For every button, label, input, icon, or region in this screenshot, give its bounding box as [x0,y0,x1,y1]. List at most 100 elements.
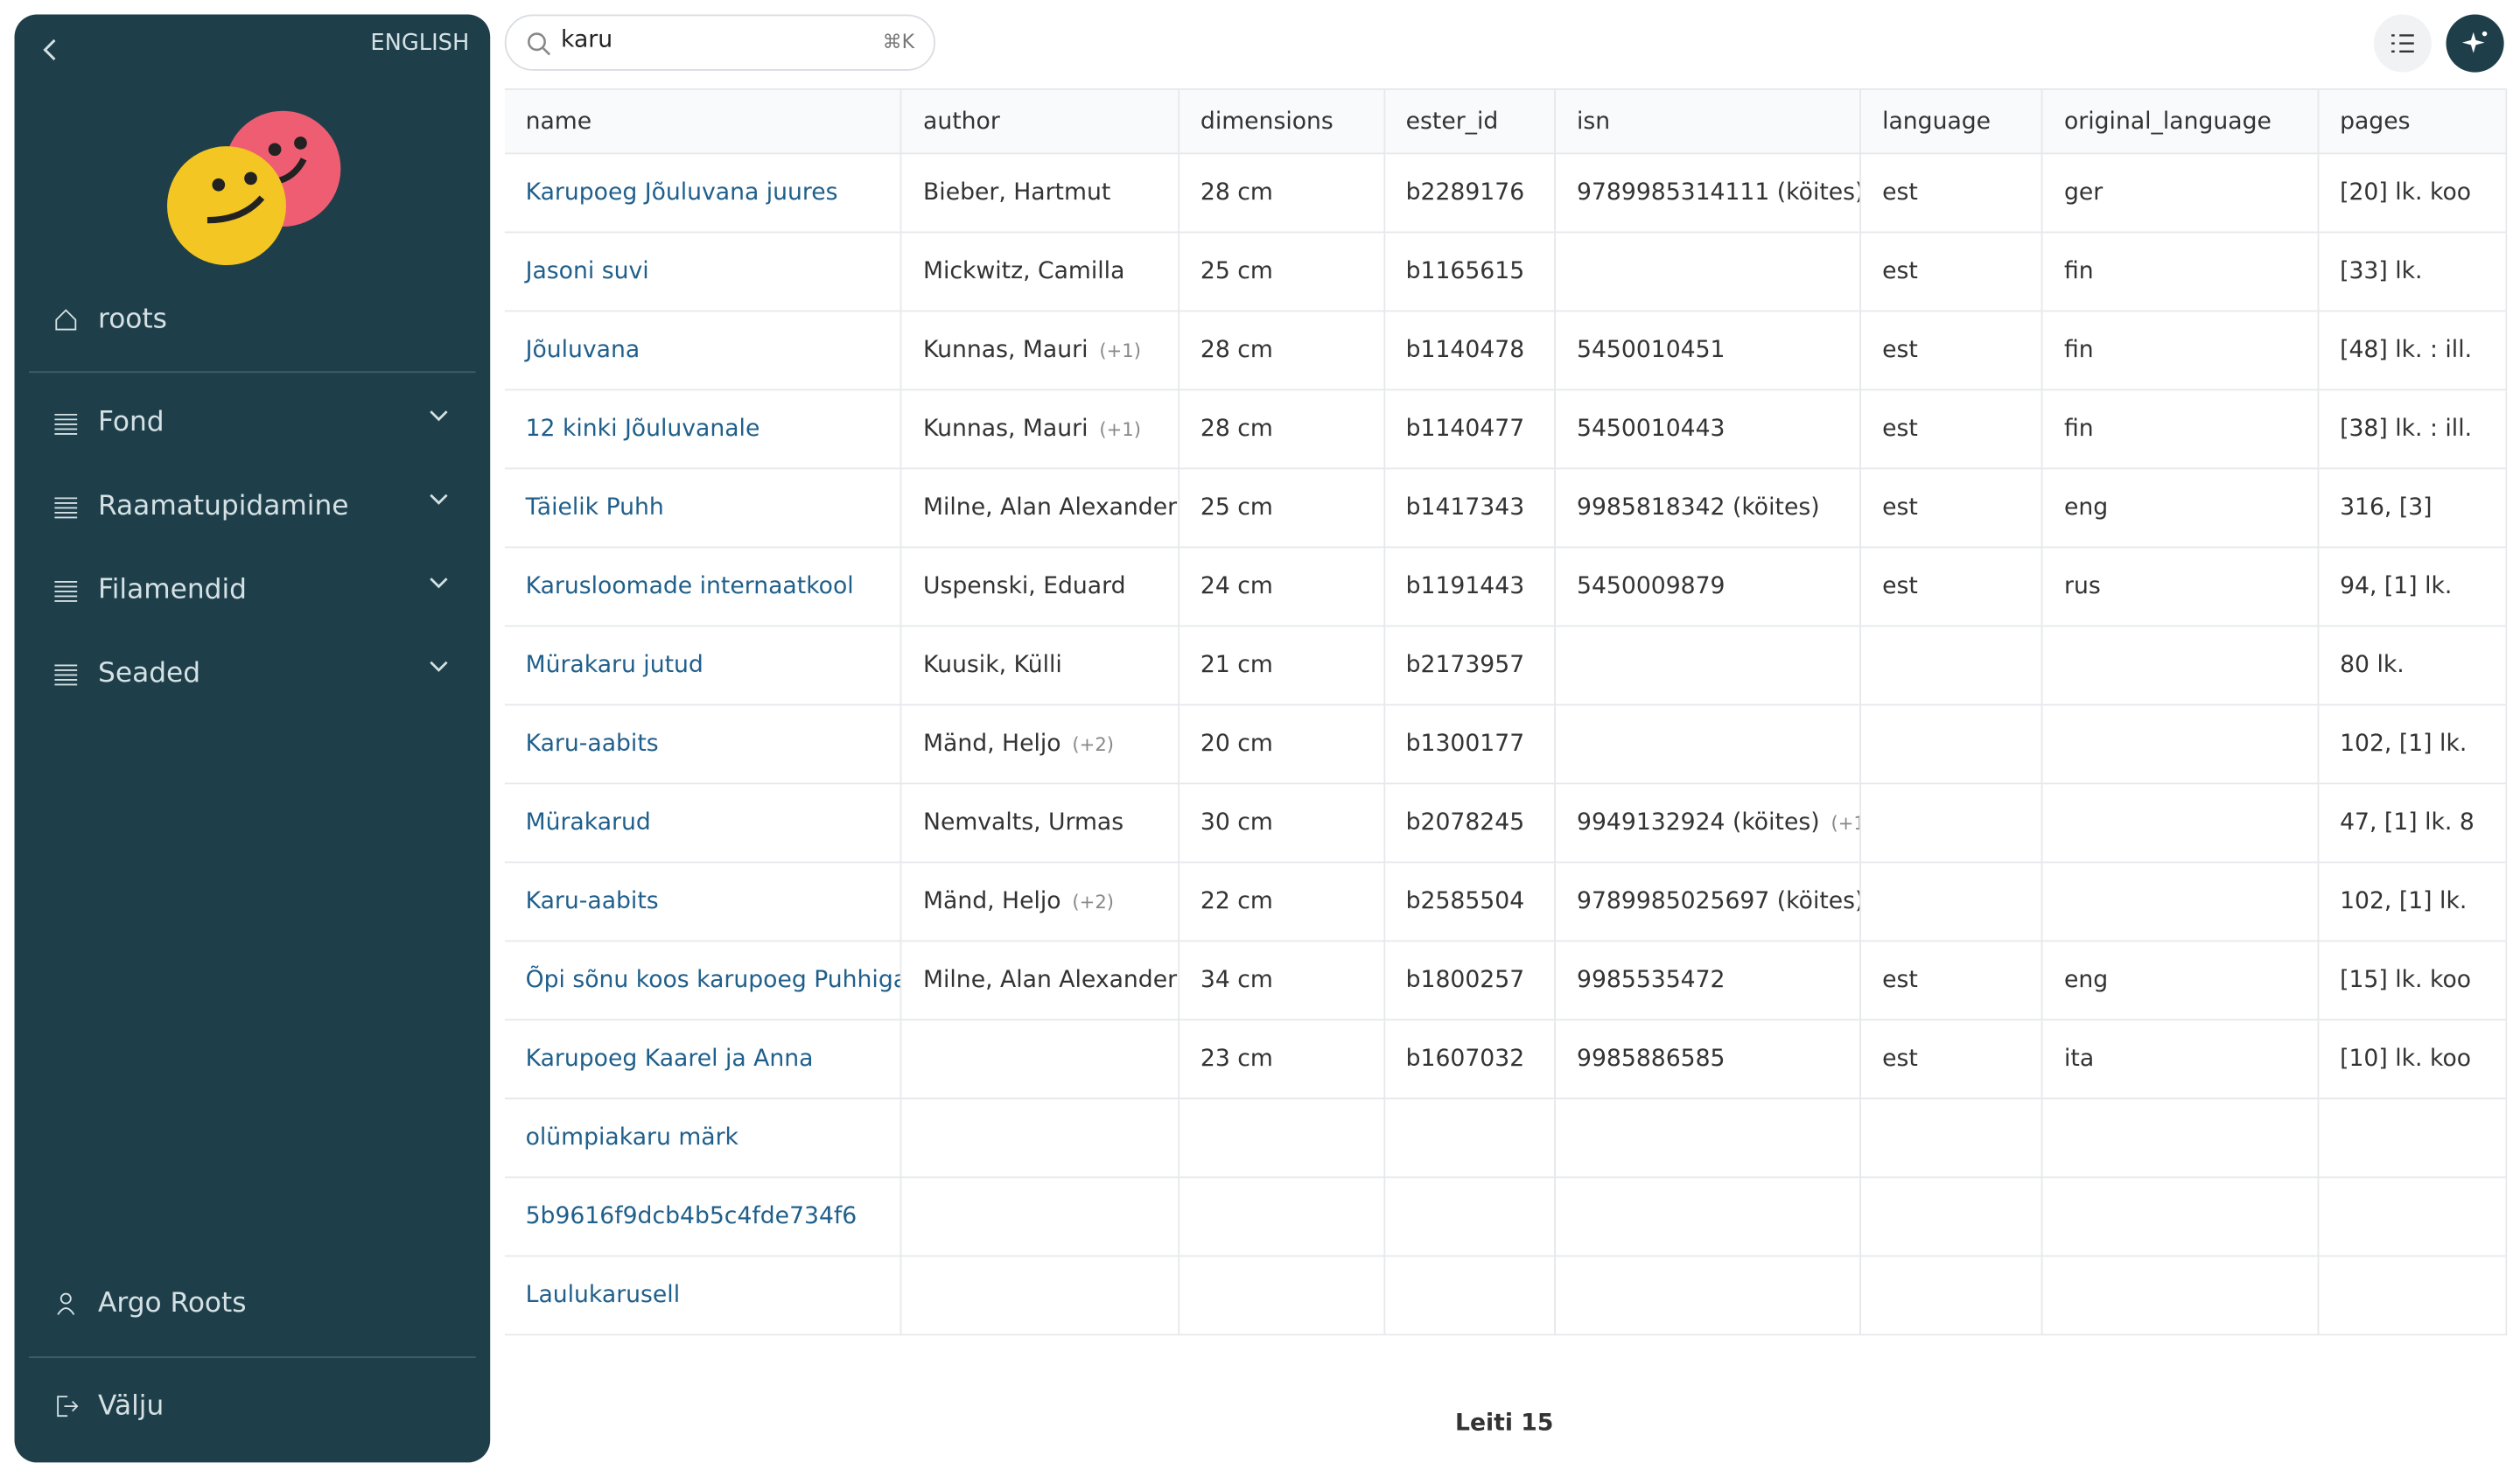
logout-label: Välju [98,1390,164,1423]
table-cell: fin [2043,233,2320,311]
user-link[interactable]: Argo Roots [53,1287,247,1320]
record-link[interactable]: Jõuluvana [525,337,640,364]
home-label: roots [98,304,167,336]
user-name: Argo Roots [98,1287,247,1320]
cell-text: eng [2063,967,2109,994]
cell-text: 24 cm [1200,573,1273,600]
table-cell: 23 cm [1180,1020,1385,1098]
table-cell: Kunnas, Mauri (+1) [902,390,1180,468]
cell-text: 9789985025697 (köites) [1577,888,1862,915]
cell-text: 9985886585 [1577,1046,1726,1073]
column-header[interactable]: language [1861,89,2044,153]
table-cell: b1607032 [1385,1020,1557,1098]
table-cell [1861,863,2044,941]
cell-text: 5450010451 [1577,337,1726,364]
search-box[interactable]: karu ⌘K [504,14,935,71]
record-link[interactable]: olümpiakaru märk [525,1124,738,1152]
table-cell: 5450009879 [1556,548,1862,626]
menu-icon [54,497,78,519]
table-cell [902,1099,1180,1177]
table-cell: [38] lk. : ill. [2319,390,2508,468]
column-header[interactable]: pages [2319,89,2508,153]
cell-text: 5450010443 [1577,416,1726,443]
table-cell: b1300177 [1385,705,1557,783]
cell-text: fin [2063,337,2094,364]
cell-text: Mänd, Heljo [923,731,1061,758]
cell-text: Nemvalts, Urmas [923,809,1124,836]
menu-item[interactable]: Fond [53,407,455,438]
ai-button[interactable] [2446,14,2504,73]
column-header[interactable]: author [902,89,1180,153]
table-cell: Mickwitz, Camilla [902,233,1180,311]
table-cell: olümpiakaru märk [505,1099,903,1177]
menu-icon [54,580,78,602]
table-cell: Täielik Puhh [505,469,903,547]
table-cell: [20] lk. koo [2319,154,2508,232]
home-link[interactable]: roots [53,304,167,336]
cell-text: Milne, Alan Alexander [923,494,1178,522]
column-header[interactable]: dimensions [1180,89,1385,153]
cell-text: [20] lk. koo [2340,179,2472,206]
divider [29,1356,476,1359]
table-cell [902,1256,1180,1334]
table-cell: Karu-aabits [505,705,903,783]
search-shortcut: ⌘K [882,30,915,53]
table-cell [1385,1256,1557,1334]
table-cell: Mänd, Heljo (+2) [902,705,1180,783]
menu-label: Filamendid [98,573,247,606]
cell-text: [33] lk. [2340,258,2423,285]
record-link[interactable]: Mürakarud [525,809,651,836]
record-link[interactable]: Karusloomade internaatkool [525,573,854,600]
record-link[interactable]: Laulukarusell [525,1282,681,1309]
table-cell: 102, [1] lk. [2319,863,2508,941]
cell-text: 25 cm [1200,494,1273,522]
chevron [430,494,448,505]
cell-text: ita [2063,1046,2095,1073]
cell-text: b1140477 [1405,416,1525,443]
cell-text: fin [2063,258,2094,285]
menu-item[interactable]: Seaded [53,657,455,690]
record-link[interactable]: 12 kinki Jõuluvanale [525,416,760,443]
cell-text: 23 cm [1200,1046,1273,1073]
table-cell [1180,1256,1385,1334]
cell-text: 30 cm [1200,809,1273,836]
menu-item[interactable]: Filamendid [53,574,455,606]
table-cell: 34 cm [1180,942,1385,1019]
table-cell: 9985535472 [1556,942,1862,1019]
cell-text: [10] lk. koo [2340,1046,2472,1073]
cell-text: b1607032 [1405,1046,1525,1073]
cell-text: b2289176 [1405,179,1525,206]
more-badge: (+1) [1830,811,1859,835]
list-view-button[interactable] [2373,14,2432,73]
record-link[interactable]: Mürakaru jutud [525,652,704,679]
table-cell: 94, [1] lk. [2319,548,2508,626]
record-link[interactable]: 5b9616f9dcb4b5c4fde734f6 [525,1203,858,1230]
cell-text: b1417343 [1405,494,1525,522]
record-link[interactable]: Karupoeg Kaarel ja Anna [525,1046,814,1073]
record-link[interactable]: Karu-aabits [525,731,659,758]
cell-text: 102, [1] lk. [2340,888,2468,915]
column-header[interactable]: isn [1556,89,1862,153]
table-cell [902,1178,1180,1256]
record-link[interactable]: Täielik Puhh [525,494,664,522]
table-cell: est [1861,233,2044,311]
menu-item[interactable]: Raamatupidamine [53,490,455,522]
record-link[interactable]: Õpi sõnu koos karupoeg Puhhiga [525,967,903,994]
column-header[interactable]: ester_id [1385,89,1557,153]
table-cell: eng [2043,469,2320,547]
table-cell: rus [2043,548,2320,626]
chevron [430,410,448,422]
logout-link[interactable]: Välju [53,1390,164,1423]
back-button[interactable] [38,37,61,62]
language-switch[interactable]: ENGLISH [370,30,470,57]
table-cell: Karupoeg Jõuluvana juures [505,154,903,232]
record-link[interactable]: Karu-aabits [525,888,659,915]
record-link[interactable]: Karupoeg Jõuluvana juures [525,179,838,206]
record-link[interactable]: Jasoni suvi [525,258,649,285]
table-row: Karu-aabits Mänd, Heljo (+2) 20 cm b1300177 1… [504,705,2508,785]
table-cell [1861,626,2044,704]
table-cell: b2078245 [1385,784,1557,862]
column-header[interactable]: original_language [2043,89,2320,153]
column-header[interactable]: name [505,89,903,153]
table-cell: Mänd, Heljo (+2) [902,863,1180,941]
